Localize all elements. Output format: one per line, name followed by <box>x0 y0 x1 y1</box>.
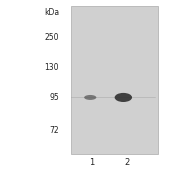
Text: 130: 130 <box>44 63 59 72</box>
FancyBboxPatch shape <box>71 6 158 154</box>
Text: 2: 2 <box>124 158 129 166</box>
Text: 95: 95 <box>49 93 59 102</box>
Ellipse shape <box>115 93 132 102</box>
Text: 250: 250 <box>44 33 59 42</box>
Text: 1: 1 <box>89 158 95 166</box>
Ellipse shape <box>84 95 96 100</box>
Text: kDa: kDa <box>44 8 59 17</box>
Text: 72: 72 <box>49 126 59 135</box>
